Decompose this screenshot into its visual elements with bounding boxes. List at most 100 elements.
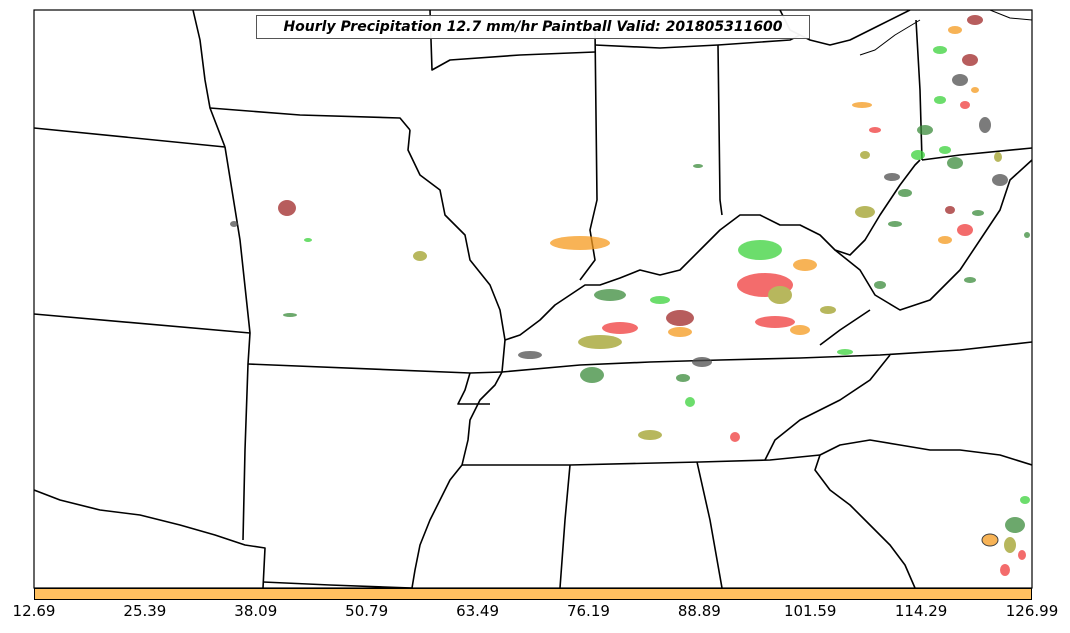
precip-blob [964, 277, 976, 283]
precip-blob [1024, 232, 1030, 238]
border-ohio-pennsylvania [915, 19, 923, 161]
colorbar-tick-label: 114.29 [894, 602, 948, 620]
precip-blob [855, 206, 875, 218]
precip-blob [947, 157, 963, 169]
precip-blob [685, 397, 695, 407]
border-savannah-river [814, 454, 916, 588]
colorbar-tick-label: 76.19 [566, 602, 610, 620]
precip-blob [278, 200, 296, 216]
precip-blob [967, 15, 983, 25]
precip-blob [283, 313, 297, 317]
colorbar-tick-label: 38.09 [234, 602, 278, 620]
precip-blob [578, 335, 622, 349]
precip-blob [933, 46, 947, 54]
precip-blob [638, 430, 662, 440]
border-kentucky-tennessee [501, 341, 1032, 373]
precip-blob [981, 533, 999, 547]
precip-blob [413, 251, 427, 261]
precip-blob [1004, 537, 1016, 553]
border-iowa-south [34, 127, 226, 148]
precip-blob [580, 367, 604, 383]
precip-blob [939, 146, 951, 154]
border-mississippi-lower [411, 371, 503, 588]
precip-blob [911, 150, 925, 160]
precip-blob [884, 173, 900, 181]
precip-blob [730, 432, 740, 442]
precip-blob [952, 74, 968, 86]
border-mississippi-river [407, 129, 506, 373]
precip-blob [793, 259, 817, 271]
border-kentucky-virginia [819, 309, 871, 346]
colorbar-tick-label: 50.79 [345, 602, 389, 620]
precip-blob [994, 152, 1002, 162]
border-wisconsin [429, 10, 596, 71]
precip-blob [518, 351, 542, 359]
border-indiana-ohio [717, 44, 723, 216]
border-west-virginia [834, 159, 1032, 311]
border-north-carolina-south [819, 439, 1032, 466]
precip-blob [945, 206, 955, 214]
precip-blob [874, 281, 886, 289]
precip-blob [917, 125, 933, 135]
border-illinois-indiana [579, 29, 598, 281]
precipitation-blobs [230, 15, 1030, 576]
colorbar-tick-label: 25.39 [123, 602, 167, 620]
precip-blob [971, 87, 979, 93]
colorbar-tick-label: 101.59 [783, 602, 837, 620]
precip-blob [755, 316, 795, 328]
border-maryland [921, 147, 1032, 161]
border-mississippi-alabama [559, 464, 571, 588]
precip-blob [898, 189, 912, 197]
border-iowa-west [192, 10, 226, 148]
precip-blob [852, 102, 872, 108]
precip-blob [938, 236, 952, 244]
colorbar-tick-label: 88.89 [677, 602, 721, 620]
border-alabama-georgia [696, 461, 723, 588]
border-arkansas-south [262, 581, 413, 588]
colorbar-tick-label: 126.99 [1005, 602, 1059, 620]
precip-blob [602, 322, 638, 334]
border-north-carolina-tennessee [764, 354, 891, 461]
precip-blob [837, 349, 853, 355]
precip-blob [1018, 550, 1026, 560]
precip-blob [934, 96, 946, 104]
precip-blob [650, 296, 670, 304]
precip-blob [888, 221, 902, 227]
colorbar [34, 588, 1032, 600]
precip-blob [666, 310, 694, 326]
precip-blob [676, 374, 690, 382]
precip-blob [992, 174, 1008, 186]
precip-blob [972, 210, 984, 216]
border-ohio-river [504, 159, 921, 341]
precip-blob [957, 224, 973, 236]
precip-blob [1020, 496, 1030, 504]
border-bootheel [457, 372, 490, 405]
precip-blob [768, 286, 792, 304]
precip-blob [692, 357, 712, 367]
map-title: Hourly Precipitation 12.7 mm/hr Paintbal… [256, 15, 810, 39]
precip-blob [668, 327, 692, 337]
precip-blob [594, 289, 626, 301]
precip-blob [869, 127, 881, 133]
border-lake-michigan-south [594, 44, 719, 49]
precip-blob [820, 306, 836, 314]
precip-blob [550, 236, 610, 250]
precip-blob [979, 117, 991, 133]
colorbar-tick-label: 12.69 [12, 602, 56, 620]
precip-blob [304, 238, 312, 242]
precip-blob [693, 164, 703, 168]
precip-blob [790, 325, 810, 335]
border-tennessee-south [462, 454, 821, 466]
border-kansas-south [34, 313, 251, 334]
precip-blob [738, 240, 782, 260]
border-missouri-north [209, 107, 411, 131]
precip-blob [962, 54, 978, 66]
colorbar-tick-label: 63.49 [456, 602, 500, 620]
lake-ontario-shore [989, 10, 1032, 21]
precip-blob [1000, 564, 1010, 576]
border-texas-red-river [34, 489, 266, 588]
precip-blob [230, 221, 238, 227]
precip-blob [1005, 517, 1025, 533]
lake-erie-south-shore [859, 19, 921, 56]
